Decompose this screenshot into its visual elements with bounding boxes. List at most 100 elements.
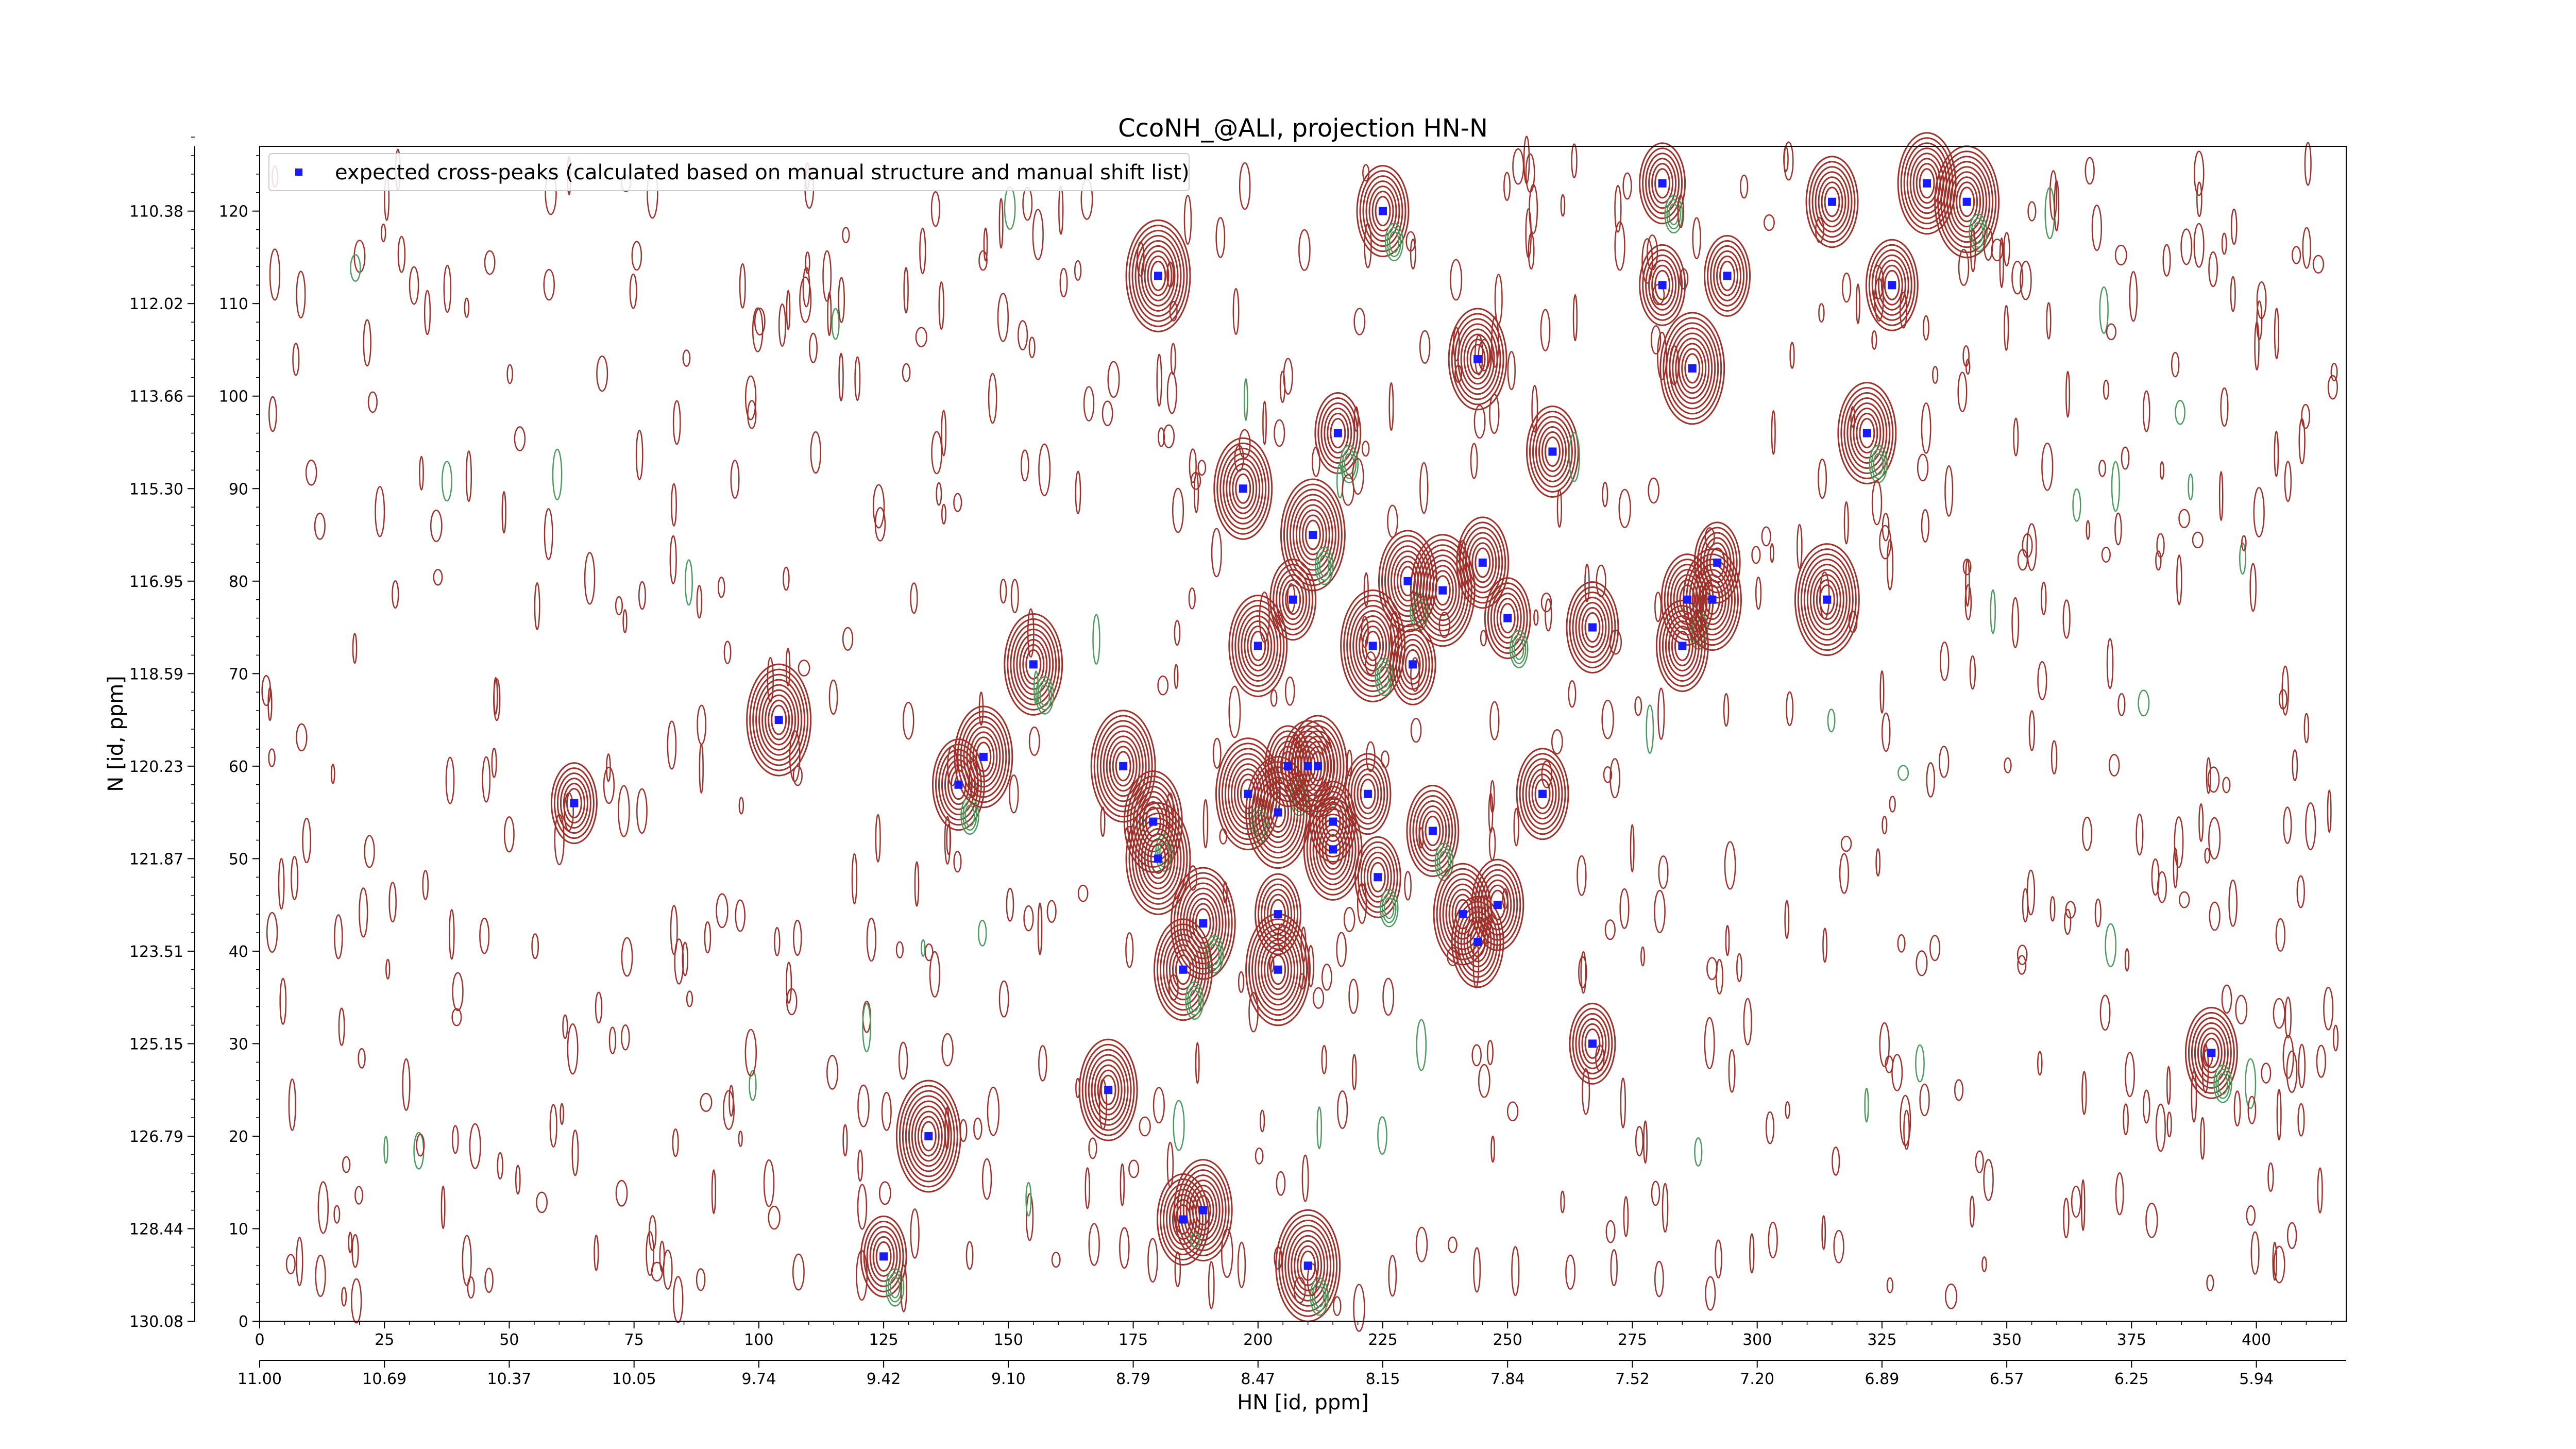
noise-contour xyxy=(1560,194,1566,217)
noise-contour xyxy=(2026,523,2037,571)
noise-contour xyxy=(1641,238,1653,284)
peak-contour xyxy=(1675,338,1710,399)
noise-contour xyxy=(351,1278,362,1324)
noise-contour xyxy=(1725,925,1730,956)
noise-contour xyxy=(1276,1171,1286,1196)
noise-contour xyxy=(1560,1190,1565,1214)
peak-contour xyxy=(1088,1054,1129,1126)
noise-contour xyxy=(1654,889,1666,933)
noise-contour xyxy=(1166,261,1175,288)
noise-contour xyxy=(768,1205,781,1230)
peak-contour xyxy=(1824,187,1840,217)
noise-contour xyxy=(1051,1252,1061,1268)
noise-contour xyxy=(672,1276,684,1323)
cross-peak-marker xyxy=(1289,595,1297,604)
cross-peak-marker xyxy=(774,716,783,724)
x-index-tick-label: 0 xyxy=(255,1331,264,1349)
peak-contour xyxy=(1131,812,1185,905)
noise-contour xyxy=(402,1058,411,1111)
noise-contour xyxy=(1336,932,1347,967)
peak-contour xyxy=(1179,1169,1227,1252)
peak-contour xyxy=(1366,856,1389,898)
noise-contour xyxy=(903,267,909,314)
noise-contour xyxy=(363,319,371,367)
peak-contour xyxy=(1808,161,1856,243)
peak-contour xyxy=(1091,1059,1126,1121)
peak-contour xyxy=(768,699,790,740)
noise-contour xyxy=(2091,205,2103,251)
y-ppm-axis: 130.08 128.44 126.79 125.15 123.51 121.87 120.… xyxy=(129,137,195,1331)
noise-contour xyxy=(1604,919,1616,940)
noise-contour xyxy=(1038,1045,1047,1082)
x-ppm-tick-label: 6.89 xyxy=(1865,1370,1900,1388)
noise-contour xyxy=(1020,449,1029,482)
peak-contour xyxy=(1267,792,1290,833)
peak-contour xyxy=(1168,944,1197,996)
noise-contour xyxy=(1761,526,1771,547)
noise-contour xyxy=(1503,172,1511,201)
noise-contour xyxy=(878,1181,891,1205)
negative-contour xyxy=(1382,893,1397,923)
cross-peak-marker xyxy=(1179,965,1188,974)
noise-contour xyxy=(622,609,628,633)
peak-contour xyxy=(902,1090,955,1183)
noise-contour xyxy=(338,1007,345,1046)
noise-contour xyxy=(1602,481,1608,508)
peak-contour xyxy=(1466,921,1489,963)
noise-contour xyxy=(1855,283,1860,325)
peak-contour xyxy=(1096,720,1150,813)
noise-contour xyxy=(1321,1044,1327,1074)
noise-contour xyxy=(1077,884,1089,902)
noise-contour xyxy=(2323,986,2334,1031)
noise-contour xyxy=(944,1107,950,1150)
negative-contour xyxy=(1384,223,1404,261)
noise-contour xyxy=(670,905,678,955)
noise-contour xyxy=(2286,1050,2298,1093)
peak-contour xyxy=(1471,542,1494,583)
noise-contour xyxy=(2250,1231,2260,1275)
peak-contour xyxy=(1843,392,1891,475)
peak-contour xyxy=(1710,245,1745,307)
noise-contour xyxy=(1821,1215,1826,1250)
noise-contour xyxy=(1033,670,1039,705)
noise-contour xyxy=(1605,1220,1616,1243)
noise-contour xyxy=(1568,680,1577,708)
noise-contour xyxy=(1277,923,1286,951)
noise-contour xyxy=(728,1085,734,1117)
peak-contour xyxy=(1816,579,1838,620)
peak-contour xyxy=(1309,808,1357,890)
noise-contour xyxy=(409,266,419,305)
noise-contour xyxy=(1983,227,1993,261)
noise-contour xyxy=(536,1191,548,1214)
peak-contour xyxy=(1448,888,1477,940)
peak-contour xyxy=(1410,534,1476,647)
noise-contour xyxy=(1316,1106,1323,1150)
negative-contour xyxy=(1388,231,1400,253)
noise-contour xyxy=(1891,1054,1903,1091)
noise-contour xyxy=(615,596,623,615)
peak-contour xyxy=(1956,181,1978,223)
cross-peak-marker xyxy=(954,780,963,789)
peak-contour xyxy=(1566,581,1619,674)
peak-contour xyxy=(1525,763,1560,825)
noise-contour xyxy=(919,227,926,274)
noise-contour xyxy=(2129,271,2138,322)
noise-contour xyxy=(452,972,464,1012)
noise-contour xyxy=(1174,620,1181,646)
noise-contour xyxy=(584,552,596,605)
noise-contour xyxy=(2327,375,2338,400)
noise-contour xyxy=(1506,1101,1519,1122)
x-index-tick-label: 375 xyxy=(2117,1331,2146,1349)
peak-contour xyxy=(1172,949,1194,990)
x-index-tick-label: 100 xyxy=(744,1331,773,1349)
peak-contour xyxy=(1428,565,1457,616)
noise-contour xyxy=(1293,1276,1306,1304)
noise-contour xyxy=(2143,1089,2150,1124)
noise-contour xyxy=(785,648,791,687)
peak-contour xyxy=(1578,602,1607,653)
noise-contour xyxy=(842,227,850,244)
noise-contour xyxy=(1889,796,1896,813)
peak-contour xyxy=(1218,743,1278,846)
peak-contour xyxy=(1182,1174,1224,1246)
peak-contour xyxy=(1684,353,1701,384)
